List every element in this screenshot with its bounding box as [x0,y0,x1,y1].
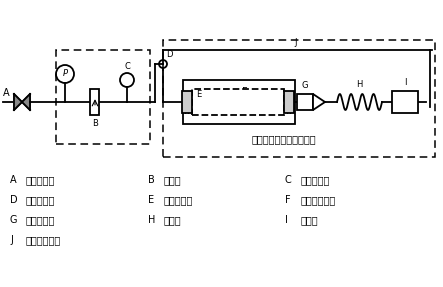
Text: F: F [285,195,291,205]
Text: B: B [148,175,155,185]
Bar [183,80,295,124]
Bar [192,89,284,115]
Text: J: J [10,235,13,245]
Text: D: D [10,195,18,205]
Bar [392,91,418,113]
Text: I: I [285,215,288,225]
Text: G: G [10,215,18,225]
Text: 検出器: 検出器 [301,215,319,225]
Text: H: H [356,80,363,89]
Bar [163,40,435,157]
Text: C: C [285,175,292,185]
Polygon shape [313,94,325,110]
Text: I: I [404,78,406,87]
Text: D: D [166,50,172,59]
Text: P: P [62,69,67,79]
Bar [56,50,150,144]
Text: E: E [148,195,154,205]
Text: 窒素ボンベ: 窒素ボンベ [26,175,55,185]
Bar [284,91,294,113]
Text: B: B [92,119,98,128]
Text: バイパス流路: バイパス流路 [26,235,61,245]
Polygon shape [22,94,30,110]
Text: F: F [242,87,247,97]
Text: ガスクロマトグラフ本体: ガスクロマトグラフ本体 [252,134,316,144]
Bar [90,89,100,115]
Text: J: J [295,38,297,47]
Text: 捕集管加熱炉: 捕集管加熱炉 [301,195,336,205]
Text: G: G [302,81,308,90]
Text: E: E [196,90,201,99]
Text: 三方コック: 三方コック [26,195,55,205]
Polygon shape [14,94,22,110]
Text: H: H [148,215,155,225]
Text: A: A [10,175,17,185]
Text: A: A [3,88,10,98]
Text: カラム: カラム [164,215,182,225]
Text: 流量調整弁: 流量調整弁 [301,175,330,185]
Text: C: C [124,62,130,71]
Text: 試料捕集管: 試料捕集管 [164,195,194,205]
Bar [297,94,313,110]
Bar [182,91,192,113]
Text: 流量計: 流量計 [164,175,182,185]
Text: 試料導入部: 試料導入部 [26,215,55,225]
